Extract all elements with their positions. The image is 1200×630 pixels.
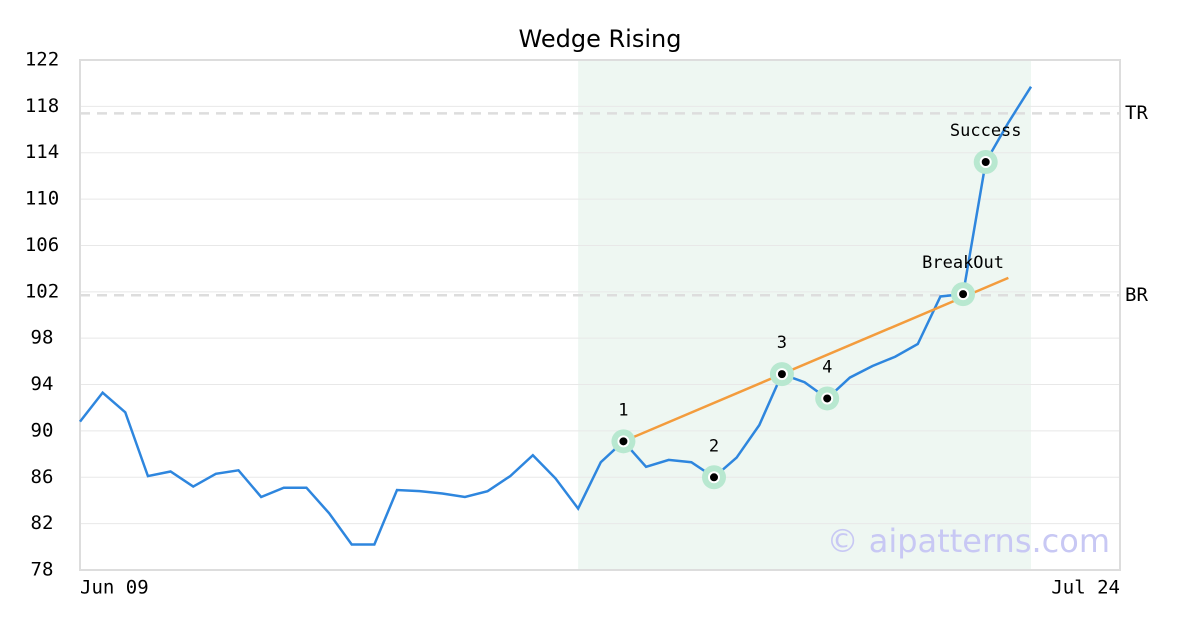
level-label: BR — [1125, 284, 1148, 306]
trend-line — [622, 276, 1009, 443]
chart-title: Wedge Rising — [519, 25, 682, 53]
highlight-region — [578, 60, 1031, 570]
watermark: © aipatterns.com — [827, 522, 1110, 560]
plot-frame — [79, 59, 1121, 571]
x-tick-label: Jul 24 — [1051, 577, 1120, 599]
annotation-label: BreakOut — [922, 253, 1004, 273]
y-tick-label: 118 — [25, 95, 59, 117]
y-tick-label: 82 — [31, 512, 54, 534]
y-tick-label: 114 — [25, 141, 59, 163]
y-tick-label: 106 — [25, 234, 59, 256]
x-tick-label: Jun 09 — [80, 577, 149, 599]
pattern-point — [617, 435, 630, 448]
y-tick-label: 98 — [31, 327, 54, 349]
annotation-label: 4 — [822, 357, 832, 377]
annotation-label: 2 — [709, 436, 719, 456]
pattern-point — [821, 392, 834, 405]
y-tick-label: 122 — [25, 49, 59, 71]
pattern-point — [957, 288, 970, 301]
y-tick-label: 110 — [25, 188, 59, 210]
annotation-label: Success — [950, 121, 1022, 141]
level-label: TR — [1125, 102, 1148, 124]
y-tick-label: 94 — [31, 373, 54, 395]
y-tick-label: 86 — [31, 466, 54, 488]
annotation-label: 3 — [777, 333, 787, 353]
annotation-label: 1 — [618, 400, 628, 420]
y-tick-label: 78 — [31, 559, 54, 581]
pattern-point — [979, 156, 992, 168]
pattern-point — [708, 471, 720, 484]
y-tick-label: 102 — [25, 280, 59, 302]
y-tick-label: 90 — [31, 419, 54, 441]
pattern-point — [775, 368, 788, 381]
price-line — [79, 85, 1033, 546]
